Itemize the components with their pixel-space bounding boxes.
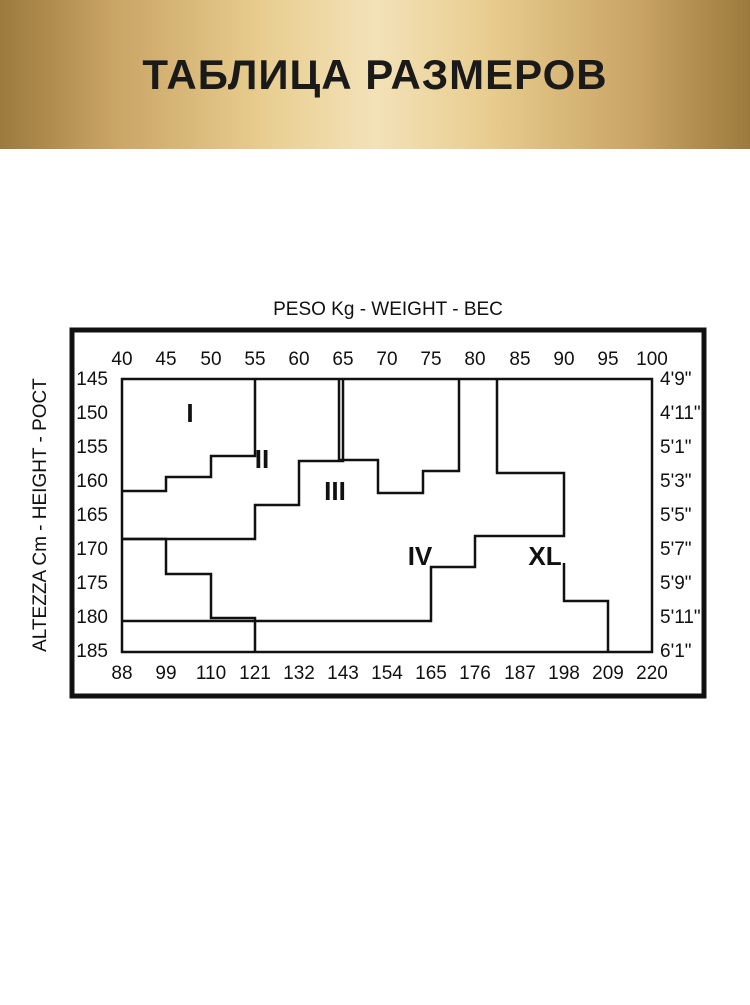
svg-text:95: 95 <box>597 349 618 370</box>
svg-text:132: 132 <box>283 663 315 684</box>
svg-text:185: 185 <box>76 641 108 662</box>
svg-text:55: 55 <box>244 349 265 370</box>
svg-text:165: 165 <box>415 663 447 684</box>
svg-text:175: 175 <box>76 573 108 594</box>
svg-text:5'11": 5'11" <box>660 607 701 628</box>
svg-text:160: 160 <box>76 471 108 492</box>
svg-text:IV: IV <box>408 541 433 571</box>
svg-text:198: 198 <box>548 663 580 684</box>
svg-text:209: 209 <box>592 663 624 684</box>
svg-text:65: 65 <box>332 349 353 370</box>
svg-text:187: 187 <box>504 663 536 684</box>
svg-text:6'1": 6'1" <box>660 641 692 662</box>
svg-text:I: I <box>186 398 193 428</box>
svg-text:99: 99 <box>155 663 176 684</box>
svg-text:80: 80 <box>464 349 485 370</box>
svg-text:60: 60 <box>288 349 309 370</box>
svg-text:XL: XL <box>528 541 561 571</box>
svg-text:165: 165 <box>76 505 108 526</box>
svg-text:45: 45 <box>155 349 176 370</box>
svg-text:4'11": 4'11" <box>660 403 701 424</box>
svg-text:150: 150 <box>76 403 108 424</box>
svg-text:155: 155 <box>76 437 108 458</box>
svg-text:5'3": 5'3" <box>660 471 692 492</box>
svg-text:90: 90 <box>553 349 574 370</box>
svg-text:220: 220 <box>636 663 668 684</box>
svg-text:5'5": 5'5" <box>660 505 692 526</box>
svg-text:145: 145 <box>76 369 108 390</box>
svg-text:180: 180 <box>76 607 108 628</box>
svg-text:PESO Kg - WEIGHT - BEC: PESO Kg - WEIGHT - BEC <box>273 299 503 320</box>
svg-text:5'1": 5'1" <box>660 437 692 458</box>
svg-text:143: 143 <box>327 663 359 684</box>
svg-text:154: 154 <box>371 663 403 684</box>
svg-text:II: II <box>255 444 269 474</box>
svg-text:4'9": 4'9" <box>660 369 692 390</box>
svg-text:85: 85 <box>509 349 530 370</box>
svg-text:5'9": 5'9" <box>660 573 692 594</box>
svg-text:88: 88 <box>111 663 132 684</box>
svg-text:100: 100 <box>636 349 668 370</box>
svg-text:50: 50 <box>200 349 221 370</box>
svg-text:40: 40 <box>111 349 132 370</box>
svg-text:70: 70 <box>376 349 397 370</box>
svg-text:5'7": 5'7" <box>660 539 692 560</box>
svg-text:176: 176 <box>459 663 491 684</box>
svg-text:III: III <box>324 476 346 506</box>
svg-text:110: 110 <box>196 663 226 684</box>
svg-text:170: 170 <box>76 539 108 560</box>
svg-text:ALTEZZA Cm - HEIGHT - POCT: ALTEZZA Cm - HEIGHT - POCT <box>30 378 51 652</box>
svg-text:75: 75 <box>420 349 441 370</box>
svg-text:121: 121 <box>239 663 271 684</box>
